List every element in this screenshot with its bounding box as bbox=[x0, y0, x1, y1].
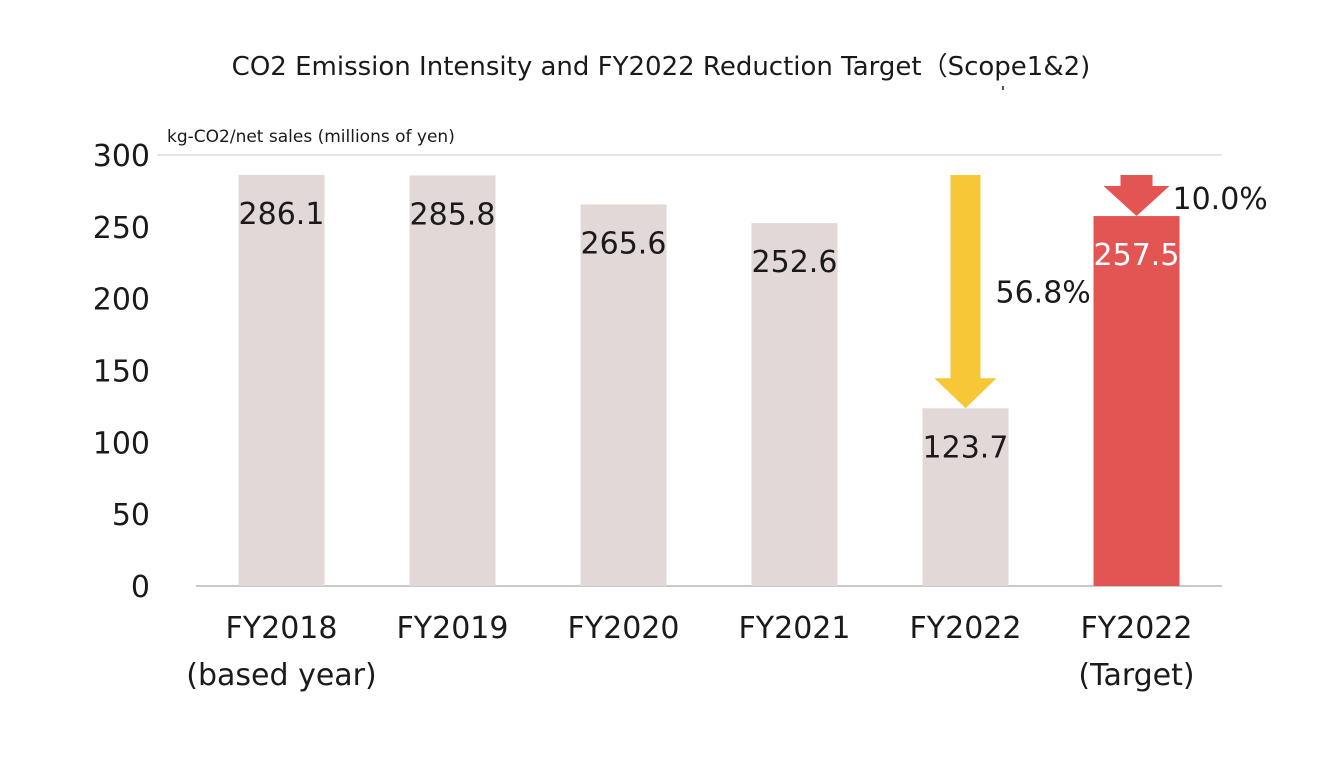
x-category-label: FY2018 bbox=[226, 611, 338, 646]
bar bbox=[238, 174, 325, 586]
bar bbox=[922, 408, 1009, 586]
y-tick-label: 100 bbox=[93, 426, 150, 461]
x-category-label: (Target) bbox=[1078, 658, 1194, 693]
y-axis-unit-label: kg-CO2/net sales (millions of yen) bbox=[167, 127, 455, 147]
y-tick-label: 50 bbox=[112, 498, 150, 533]
bar-value-label: 285.8 bbox=[410, 197, 496, 232]
y-tick-label: 0 bbox=[131, 570, 150, 605]
bar bbox=[1093, 216, 1180, 586]
bar-value-label: 286.1 bbox=[239, 197, 325, 232]
bar-value-label: 252.6 bbox=[752, 245, 838, 280]
bar-value-label: 265.6 bbox=[581, 226, 667, 261]
chart-title: CO2 Emission Intensity and FY2022 Reduct… bbox=[232, 52, 1091, 82]
bar-value-label: 257.5 bbox=[1094, 238, 1180, 273]
reduction-percent-label: 10.0% bbox=[1173, 182, 1268, 217]
reduction-arrow bbox=[934, 174, 997, 409]
y-tick-label: 300 bbox=[93, 139, 150, 174]
y-tick-label: 150 bbox=[93, 355, 150, 390]
x-category-label: FY2021 bbox=[739, 611, 851, 646]
y-tick-label: 250 bbox=[93, 211, 150, 246]
reduction-arrow bbox=[1103, 174, 1170, 217]
x-category-label: FY2020 bbox=[568, 611, 680, 646]
reduction-percent-label: 56.8% bbox=[996, 276, 1091, 311]
x-category-label: FY2022 bbox=[1081, 611, 1193, 646]
bar bbox=[751, 223, 838, 586]
bar bbox=[580, 204, 667, 586]
bar-value-label: 123.7 bbox=[923, 430, 1009, 465]
x-category-label: (based year) bbox=[186, 658, 376, 693]
y-tick-label: 200 bbox=[93, 283, 150, 318]
x-category-label: FY2022 bbox=[910, 611, 1022, 646]
bar bbox=[409, 175, 496, 586]
x-category-label: FY2019 bbox=[397, 611, 509, 646]
